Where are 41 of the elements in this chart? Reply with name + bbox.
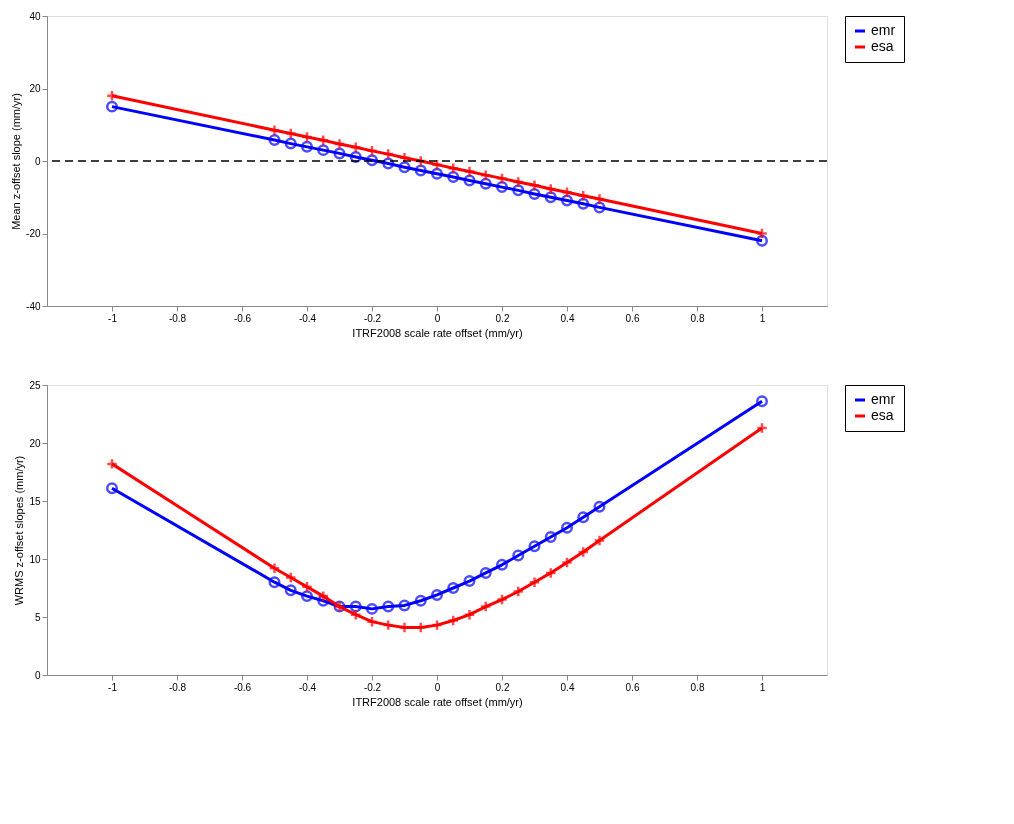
y-axis-title: WRMS z-offset slopes (mm/yr) (13, 455, 26, 606)
x-tick-label: 0.6 (625, 312, 640, 324)
x-tick-label: 0.4 (560, 312, 575, 324)
y-tick-label: 20 (29, 437, 41, 449)
y-tick-label: 20 (29, 83, 41, 94)
x-tick-label: 0 (434, 312, 441, 324)
legend-label: esa (871, 38, 894, 54)
x-axis-title: ITRF2008 scale rate offset (mm/yr) (352, 695, 523, 708)
x-tick-label: -0.6 (233, 681, 252, 693)
legend-label: emr (871, 22, 896, 38)
x-tick-label: 0.4 (560, 681, 575, 693)
x-tick-label: 1 (759, 681, 766, 693)
x-tick-label: 0.2 (495, 681, 510, 693)
y-tick-label: -40 (26, 300, 41, 312)
x-tick-label: 0.6 (625, 681, 640, 693)
y-tick-label: 15 (29, 495, 41, 507)
x-tick-label: -0.4 (298, 312, 317, 324)
x-tick-label: -1 (108, 312, 118, 324)
x-tick-label: -0.4 (298, 681, 317, 693)
x-tick-label: -0.2 (363, 312, 382, 324)
x-tick-label: 0 (434, 681, 441, 693)
legend-label: esa (871, 407, 894, 423)
x-tick-label: 1 (759, 312, 766, 324)
x-tick-label: -0.8 (168, 312, 187, 324)
x-tick-label: -0.6 (233, 312, 252, 324)
y-tick-label: 0 (34, 669, 41, 681)
x-tick-label: 0.8 (690, 681, 705, 693)
x-tick-label: -1 (108, 681, 118, 693)
x-tick-label: -0.8 (168, 681, 187, 693)
x-tick-label: 0.2 (495, 312, 510, 324)
y-tick-label: 25 (29, 379, 41, 391)
x-axis-title: ITRF2008 scale rate offset (mm/yr) (352, 326, 523, 339)
y-tick-label: 40 (29, 10, 41, 22)
y-axis-title: Mean z-offset slope (mm/yr) (10, 93, 23, 230)
y-tick-label: 5 (34, 611, 41, 623)
legend-label: emr (871, 391, 896, 407)
x-tick-label: 0.8 (690, 312, 705, 324)
y-tick-label: 10 (29, 553, 41, 565)
y-tick-label: 0 (34, 155, 41, 167)
x-tick-label: -0.2 (363, 681, 382, 693)
y-tick-label: -20 (26, 228, 41, 239)
